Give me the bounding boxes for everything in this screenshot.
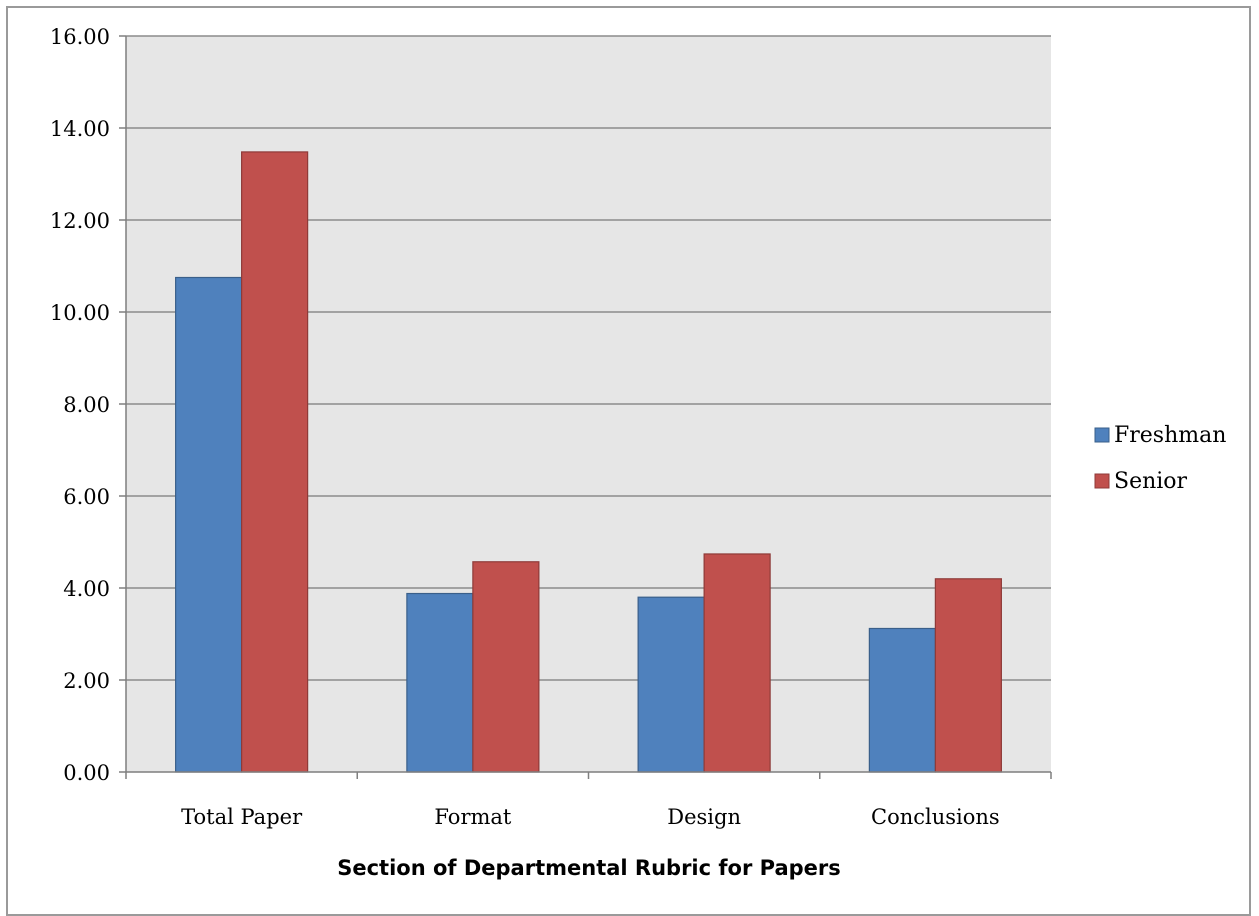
- y-tick-label: 0.00: [63, 761, 110, 785]
- bar-senior-total-paper: [241, 151, 309, 773]
- x-category-label: Design: [667, 805, 741, 829]
- legend-label-senior: Senior: [1114, 469, 1188, 494]
- bar-senior-design: [703, 553, 771, 773]
- legend-label-freshman: Freshman: [1114, 423, 1226, 448]
- x-category-label: Total Paper: [181, 805, 303, 829]
- bar-freshman-total-paper: [175, 276, 243, 773]
- bar-freshman-conclusions: [868, 627, 936, 773]
- bar-senior-conclusions: [934, 578, 1002, 773]
- y-tick-label: 16.00: [50, 25, 110, 49]
- legend-swatch-senior: [1094, 473, 1110, 489]
- y-tick-label: 2.00: [63, 669, 110, 693]
- y-tick-label: 6.00: [63, 485, 110, 509]
- legend-swatch-freshman: [1094, 427, 1110, 443]
- bar-freshman-design: [637, 596, 705, 773]
- y-tick-label: 10.00: [50, 301, 110, 325]
- x-category-label: Conclusions: [871, 805, 1000, 829]
- y-tick-label: 4.00: [63, 577, 110, 601]
- y-tick-label: 8.00: [63, 393, 110, 417]
- x-category-label: Format: [434, 805, 512, 829]
- bar-freshman-format: [406, 592, 474, 773]
- x-axis-title: Section of Departmental Rubric for Paper…: [337, 856, 841, 880]
- legend: Freshman Senior: [1094, 423, 1226, 494]
- y-tick-label: 12.00: [50, 209, 110, 233]
- y-tick-label: 14.00: [50, 117, 110, 141]
- bar-senior-format: [472, 561, 540, 773]
